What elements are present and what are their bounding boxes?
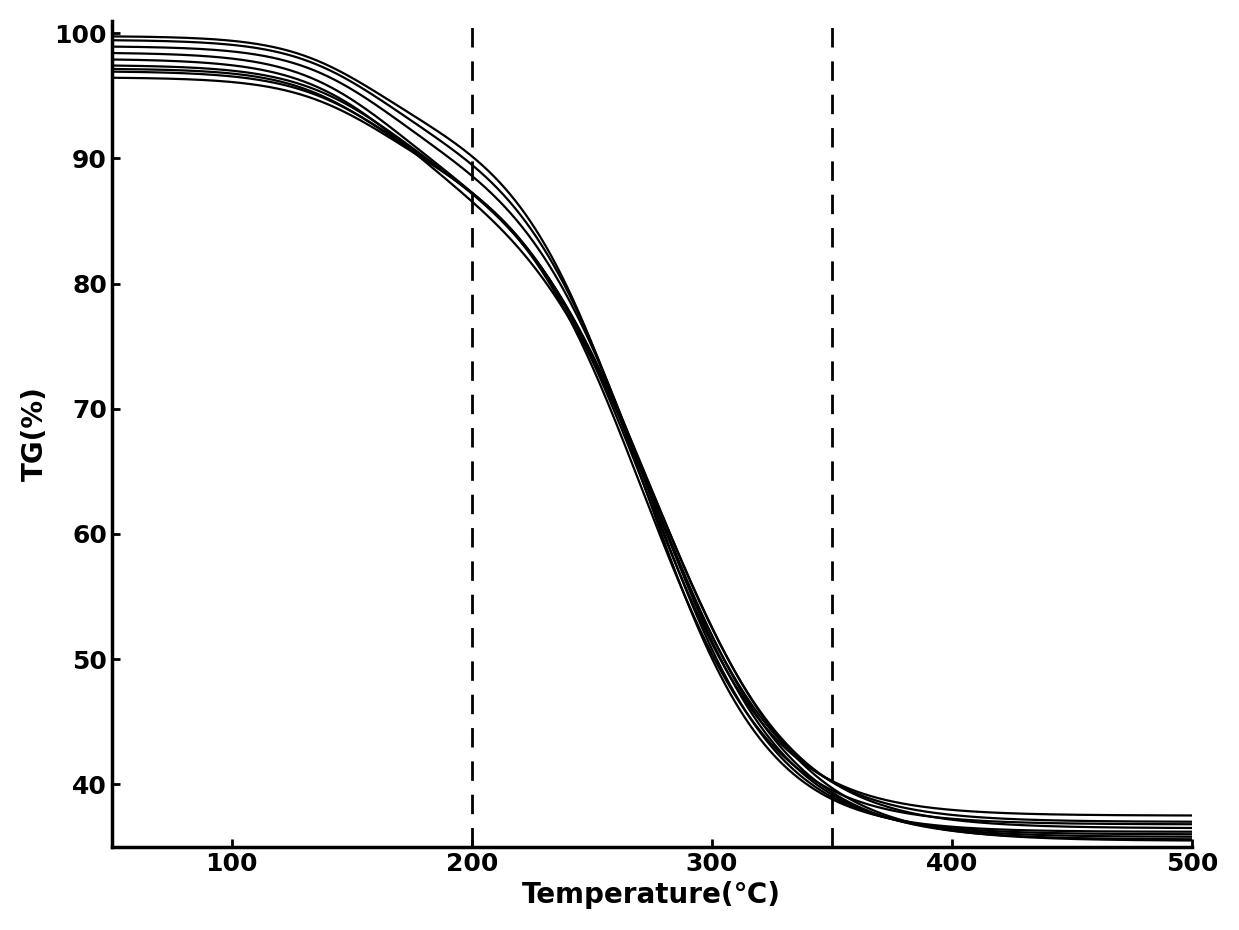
Y-axis label: TG(%): TG(%) [21, 386, 48, 481]
X-axis label: Temperature(℃): Temperature(℃) [523, 881, 782, 910]
